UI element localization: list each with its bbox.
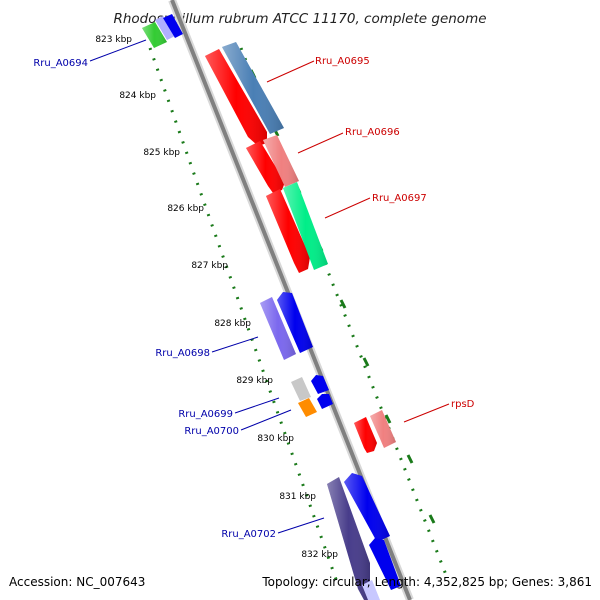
kbp-label: 823 kbp: [95, 35, 132, 45]
kbp-label: 826 kbp: [167, 204, 204, 214]
gene-top-slate[interactable]: [155, 16, 175, 40]
kbp-label: 827 kbp: [191, 261, 228, 271]
kbp-label: 829 kbp: [236, 376, 273, 386]
gene-rpsd[interactable]: [354, 417, 377, 453]
gene-rru-a0698-slate[interactable]: [260, 297, 296, 360]
gene-rru-a0699-gray[interactable]: [291, 377, 311, 401]
gene-rru-a0702[interactable]: [344, 473, 390, 542]
gene-rru-a0695-steelblue[interactable]: [222, 42, 284, 134]
gene-rru-a0700-orange[interactable]: [298, 398, 317, 417]
gene-bottom-lavender[interactable]: [362, 580, 380, 600]
gene-rpsd-pink[interactable]: [370, 410, 396, 448]
gene-rru-a0695[interactable]: [205, 49, 267, 146]
gene-top-blue[interactable]: [163, 14, 183, 38]
gene-rru-a0698[interactable]: [277, 292, 313, 353]
label-leaders: [89, 39, 450, 534]
gene-rru-a0694[interactable]: [142, 22, 167, 48]
rpsd-label[interactable]: rpsD: [451, 399, 475, 410]
rru-a0696-label[interactable]: Rru_A0696: [345, 127, 400, 138]
genome-summary-text: Topology: circular; Length: 4,352,825 bp…: [261, 575, 592, 589]
map-title: Rhodospirillum rubrum ATCC 11170, comple…: [113, 11, 486, 27]
gene-labels: Rru_A0694 Rru_A0695 Rru_A0696 Rru_A0697 …: [33, 56, 474, 540]
rru-a0700-label[interactable]: Rru_A0700: [184, 426, 239, 437]
gene-rru-a0702-indigo[interactable]: [327, 477, 370, 600]
kbp-label: 830 kbp: [257, 434, 294, 444]
kbp-label: 825 kbp: [143, 148, 180, 158]
kbp-label: 832 kbp: [301, 550, 338, 560]
kbp-label: 824 kbp: [119, 91, 156, 101]
kbp-label: 828 kbp: [214, 319, 251, 329]
gene-rru-a0696-pink[interactable]: [263, 135, 299, 187]
gene-bottom-blue[interactable]: [369, 538, 401, 590]
gene-rru-a0696[interactable]: [246, 141, 285, 193]
rru-a0694-label[interactable]: Rru_A0694: [33, 58, 88, 69]
kbp-label: 831 kbp: [279, 492, 316, 502]
gene-rru-a0699[interactable]: [311, 375, 329, 394]
accession-text: Accession: NC_007643: [9, 575, 145, 589]
rru-a0702-label[interactable]: Rru_A0702: [221, 529, 276, 540]
rru-a0697-label[interactable]: Rru_A0697: [372, 193, 427, 204]
left-scale-dotted-line: [148, 47, 340, 586]
major-ticks: [249, 69, 436, 524]
gene-rru-a0697-aqua[interactable]: [283, 182, 328, 270]
kbp-scale: 823 kbp 824 kbp 825 kbp 826 kbp 827 kbp …: [95, 35, 338, 560]
rru-a0698-label[interactable]: Rru_A0698: [155, 348, 210, 359]
gene-rru-a0700[interactable]: [317, 394, 333, 409]
gene-rru-a0697[interactable]: [266, 189, 310, 273]
rru-a0699-label[interactable]: Rru_A0699: [178, 409, 233, 420]
rru-a0695-label[interactable]: Rru_A0695: [315, 56, 370, 67]
